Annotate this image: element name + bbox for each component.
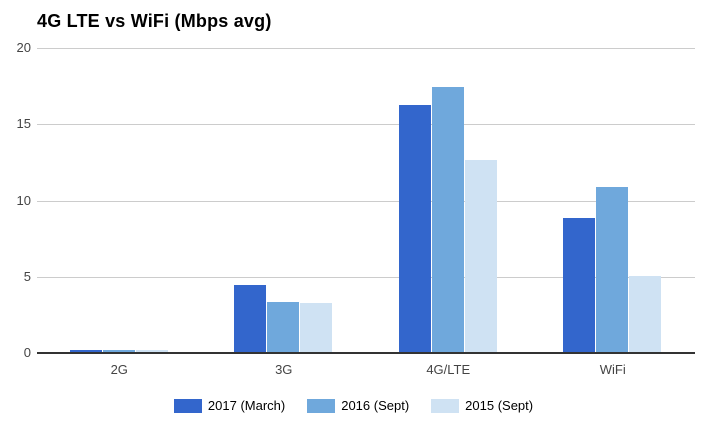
bar-WiFi-2016 (Sept) [596, 187, 629, 352]
y-axis-tick-label: 0 [23, 345, 31, 360]
y-axis-tick-label: 10 [16, 192, 31, 208]
y-axis-tick-label: 20 [16, 40, 31, 55]
legend-item: 2015 (Sept) [431, 398, 533, 413]
legend: 2017 (March) 2016 (Sept) 2015 (Sept) [0, 398, 707, 413]
legend-swatch [307, 398, 336, 413]
bar-2G-2015 (Sept) [135, 350, 168, 352]
bar-WiFi-2017 (March) [563, 217, 596, 352]
bar-2G-2017 (March) [69, 350, 102, 352]
bar-2G-2016 (Sept) [102, 350, 135, 352]
legend-item: 2016 (Sept) [307, 398, 409, 413]
legend-label: 2015 (Sept) [465, 398, 534, 413]
y-axis-tick-label: 15 [16, 116, 31, 132]
legend-swatch [173, 398, 202, 413]
y-axis-tick-label: 5 [23, 268, 31, 284]
gridline [37, 124, 695, 126]
gridline [37, 48, 695, 49]
x-axis-category-label: 3G [275, 362, 293, 377]
x-axis-baseline [37, 352, 695, 354]
bar-3G-2017 (March) [234, 284, 267, 352]
plot-area [37, 48, 695, 354]
bar-WiFi-2015 (Sept) [629, 275, 662, 352]
legend-swatch [431, 398, 460, 413]
gridline [37, 276, 695, 278]
legend-item: 2017 (March) [173, 398, 286, 413]
bar-3G-2015 (Sept) [300, 303, 333, 352]
x-axis-category-label: 2G [110, 362, 128, 377]
bar-4G/LTE-2017 (March) [398, 104, 431, 352]
bar-4G/LTE-2015 (Sept) [464, 159, 497, 352]
gridline [37, 200, 695, 202]
x-axis-category-label: WiFi [599, 362, 626, 377]
bar-3G-2016 (Sept) [267, 301, 300, 352]
bar-4G/LTE-2016 (Sept) [431, 86, 464, 352]
x-axis-category-label: 4G/LTE [426, 362, 471, 377]
chart-title: 4G LTE vs WiFi (Mbps avg) [37, 11, 272, 31]
legend-label: 2016 (Sept) [341, 398, 410, 413]
legend-label: 2017 (March) [207, 398, 286, 413]
